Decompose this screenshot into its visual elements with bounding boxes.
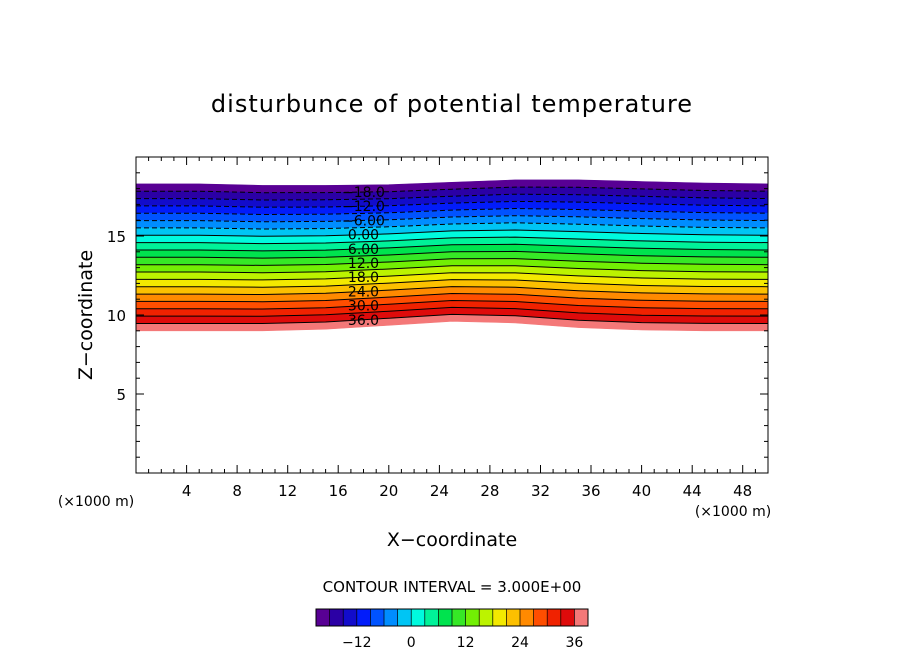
colorbar-frame: [315, 608, 589, 627]
colorbar-tick-label: 0: [407, 635, 416, 651]
contour-line: [136, 250, 769, 259]
x-tick-label: 48: [733, 482, 752, 500]
contour-line: [136, 292, 769, 303]
colorbar-cell: [547, 609, 562, 626]
colorbar-cell: [411, 609, 426, 626]
chart-title: disturbunce of potential temperature: [211, 90, 693, 118]
colorbar-cell: [506, 609, 521, 626]
colorbar-cell: [452, 609, 466, 626]
colorbar-cell: [492, 609, 507, 626]
contour-label: 6.00: [348, 242, 379, 258]
contour-line: [136, 236, 769, 245]
contour-label-layer: −18.0−12.0−6.000.006.0012.018.024.030.03…: [342, 185, 385, 329]
x-axis-label: X−coordinate: [387, 529, 517, 551]
x-tick-label: 24: [430, 482, 449, 500]
contour-line: [136, 313, 769, 324]
x-tick-label: 44: [683, 482, 702, 500]
colorbar-cell: [384, 609, 398, 626]
contour-line: [136, 243, 769, 252]
colorbar-cell: [533, 609, 548, 626]
x-axis-unit: (×1000 m): [695, 504, 771, 520]
colorbar-tick-label: −12: [342, 635, 372, 651]
x-tick-label: 12: [278, 482, 297, 500]
x-tick-label: 28: [480, 482, 499, 500]
x-tick-label: 36: [581, 482, 600, 500]
contour-line: [136, 258, 769, 266]
colorbar-cell: [560, 609, 575, 626]
contour-line: [136, 193, 769, 201]
x-tick-label: 20: [379, 482, 398, 500]
contour-line-layer: [136, 186, 769, 324]
colorbar-cell: [465, 609, 480, 626]
colorbar-tick-label: 12: [457, 635, 475, 651]
colorbar: [315, 608, 589, 627]
contour-line: [136, 200, 769, 208]
colorbar-cell: [370, 609, 385, 626]
colorbar-cell: [574, 609, 589, 626]
colorbar-cell: [329, 609, 344, 626]
x-tick-label: 40: [632, 482, 651, 500]
y-tick-label: 5: [116, 386, 126, 404]
colorbar-cell: [343, 609, 358, 626]
colorbar-cell: [424, 609, 439, 626]
contour-label: 36.0: [348, 313, 379, 329]
contour-label: −12.0: [342, 199, 385, 215]
contour-label: −6.00: [342, 213, 385, 229]
colorbar-cell: [356, 609, 371, 626]
colorbar-tick-label: 24: [511, 635, 529, 651]
y-axis-unit: (×1000 m): [58, 494, 134, 510]
contour-line: [136, 265, 769, 274]
contour-line: [136, 207, 769, 216]
contour-interval-label: CONTOUR INTERVAL = 3.000E+00: [323, 578, 582, 596]
contour-line: [136, 215, 769, 223]
y-tick-label: 15: [107, 228, 126, 246]
x-tick-label: 16: [329, 482, 348, 500]
colorbar-cell: [438, 609, 453, 626]
contour-line: [136, 229, 769, 237]
contour-line: [136, 306, 769, 317]
contour-label: 0.00: [348, 228, 379, 244]
y-axis-ticks: 5 10 15: [107, 172, 768, 458]
contour-label: 12.0: [348, 256, 379, 272]
x-tick-label: 4: [182, 482, 192, 500]
colorbar-ticks: −12 0 12 24 36: [342, 635, 583, 651]
contour-line: [136, 272, 769, 281]
contour-label: 24.0: [348, 284, 379, 300]
contour-label: 18.0: [348, 270, 379, 286]
colorbar-cell: [520, 609, 534, 626]
contour-label: 30.0: [348, 299, 379, 315]
contour-line: [136, 286, 769, 296]
contour-line: [136, 222, 769, 230]
contour-label: −18.0: [342, 185, 385, 201]
colorbar-tick-label: 36: [565, 635, 583, 651]
x-axis-ticks: 4 8 12 16 20 24 28 32 36 40 44 48: [148, 157, 756, 500]
colorbar-cell: [397, 609, 412, 626]
x-tick-label: 8: [232, 482, 242, 500]
x-tick-label: 32: [531, 482, 550, 500]
colorbar-cell: [479, 609, 494, 626]
contour-line: [136, 186, 769, 194]
y-axis-label: Z−coordinate: [75, 250, 97, 380]
contour-line: [136, 279, 769, 288]
contour-line: [136, 299, 769, 310]
y-tick-label: 10: [107, 307, 126, 325]
colorbar-cell: [316, 609, 330, 626]
